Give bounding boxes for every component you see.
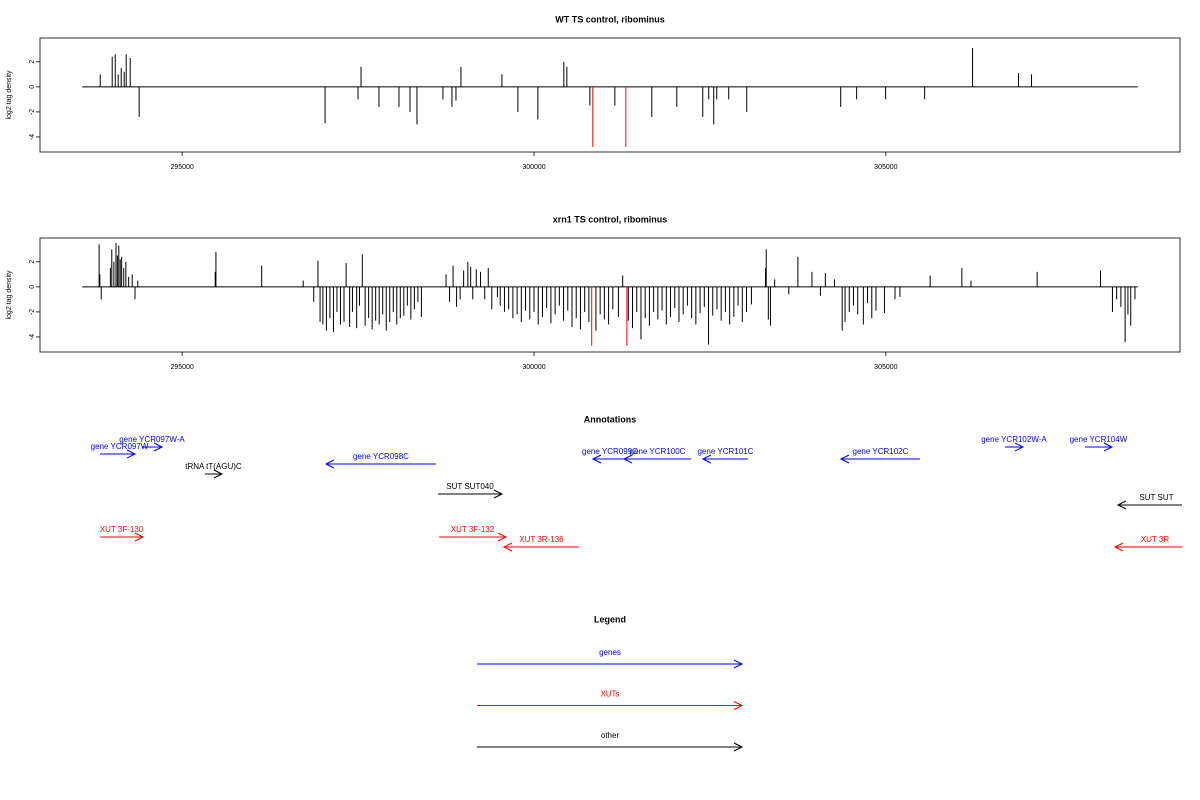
- feature-arrow: [438, 489, 504, 499]
- arrow-head: [591, 454, 602, 464]
- feature-label: gene YCR102C: [853, 447, 909, 456]
- y-tick-label: -2: [29, 109, 36, 115]
- legend-label: other: [601, 731, 620, 740]
- feature-label: gene YCR098C: [353, 452, 409, 461]
- y-axis-label: log2 tag density: [6, 70, 13, 120]
- feature-label: gene YCR097W-A: [119, 435, 185, 444]
- y-tick-label: 0: [29, 285, 36, 289]
- legend-title: Legend: [594, 614, 626, 624]
- x-tick-label: 305000: [874, 364, 897, 371]
- feature-label: XUT 3R-136: [519, 535, 564, 544]
- x-tick-label: 295000: [170, 364, 193, 371]
- arrow-head: [324, 459, 335, 469]
- arrow-head: [502, 542, 513, 552]
- feature-arrow: [502, 542, 579, 552]
- feature-arrow: [100, 449, 137, 459]
- feature-arrow: [1084, 442, 1114, 452]
- y-tick-label: -2: [29, 309, 36, 315]
- plot-frame: [39, 237, 1181, 353]
- arrow-head: [733, 659, 744, 669]
- y-tick-label: 2: [29, 260, 36, 264]
- feature-label: SUT SUT: [1139, 493, 1173, 502]
- legend-arrow: [477, 742, 744, 752]
- feature-arrow: [701, 454, 748, 464]
- feature-arrow: [439, 532, 508, 542]
- y-tick-label: 2: [29, 60, 36, 64]
- arrow-head: [126, 449, 137, 459]
- arrow-head: [733, 701, 744, 710]
- panel-title: WT TS control, ribominus: [555, 14, 665, 24]
- feature-arrow: [1004, 442, 1025, 452]
- feature-arrow: [591, 454, 627, 464]
- feature-arrow: [622, 454, 691, 464]
- feature-label: XUT 3R: [1141, 535, 1170, 544]
- feature-label: XUT 3F-130: [100, 525, 144, 534]
- arrow-head: [1103, 442, 1114, 452]
- panel-title: xrn1 TS control, ribominus: [553, 214, 668, 224]
- feature-label: XUT 3F-132: [451, 525, 495, 534]
- legend-label: XUTs: [600, 690, 619, 699]
- feature-arrow: [324, 459, 436, 469]
- plot-frame: [39, 37, 1181, 153]
- x-tick-label: 300000: [522, 164, 545, 171]
- feature-arrow: [1113, 542, 1182, 552]
- feature-label: gene YCR097W: [91, 442, 149, 451]
- feature-label: gene YCR102W-A: [981, 435, 1047, 444]
- arrow-head: [1014, 442, 1025, 452]
- feature-label: SUT SUT040: [446, 482, 494, 491]
- legend-arrow: [477, 701, 744, 710]
- feature-arrow: [839, 454, 920, 464]
- arrow-head: [701, 454, 712, 464]
- annotations-title: Annotations: [584, 414, 637, 424]
- arrow-head: [839, 454, 850, 464]
- arrow-head: [153, 442, 164, 452]
- feature-arrow: [205, 469, 224, 479]
- arrow-head: [622, 454, 633, 464]
- feature-label: gene YCR104W: [1070, 435, 1128, 444]
- x-tick-label: 295000: [170, 164, 193, 171]
- arrow-head: [134, 532, 145, 542]
- y-tick-label: 0: [29, 85, 36, 89]
- feature-arrow: [1116, 500, 1182, 510]
- arrow-head: [1113, 542, 1124, 552]
- arrow-head: [213, 469, 224, 479]
- feature-label: tRNA tT(AGU)C: [185, 462, 242, 471]
- feature-label: gene YCR100C: [630, 447, 686, 456]
- legend-arrow: [477, 659, 744, 669]
- feature-label: gene YCR101C: [698, 447, 754, 456]
- y-tick-label: -4: [29, 334, 36, 340]
- x-tick-label: 305000: [874, 164, 897, 171]
- feature-arrow: [141, 442, 164, 452]
- arrow-head: [733, 742, 744, 752]
- legend-label: genes: [599, 648, 621, 657]
- arrow-head: [1116, 500, 1127, 510]
- y-axis-label: log2 tag density: [6, 270, 13, 320]
- y-tick-label: -4: [29, 134, 36, 140]
- arrow-head: [493, 489, 504, 499]
- feature-label: gene YCR099C: [582, 447, 638, 456]
- x-tick-label: 300000: [522, 364, 545, 371]
- feature-arrow: [100, 532, 145, 542]
- arrow-head: [497, 532, 508, 542]
